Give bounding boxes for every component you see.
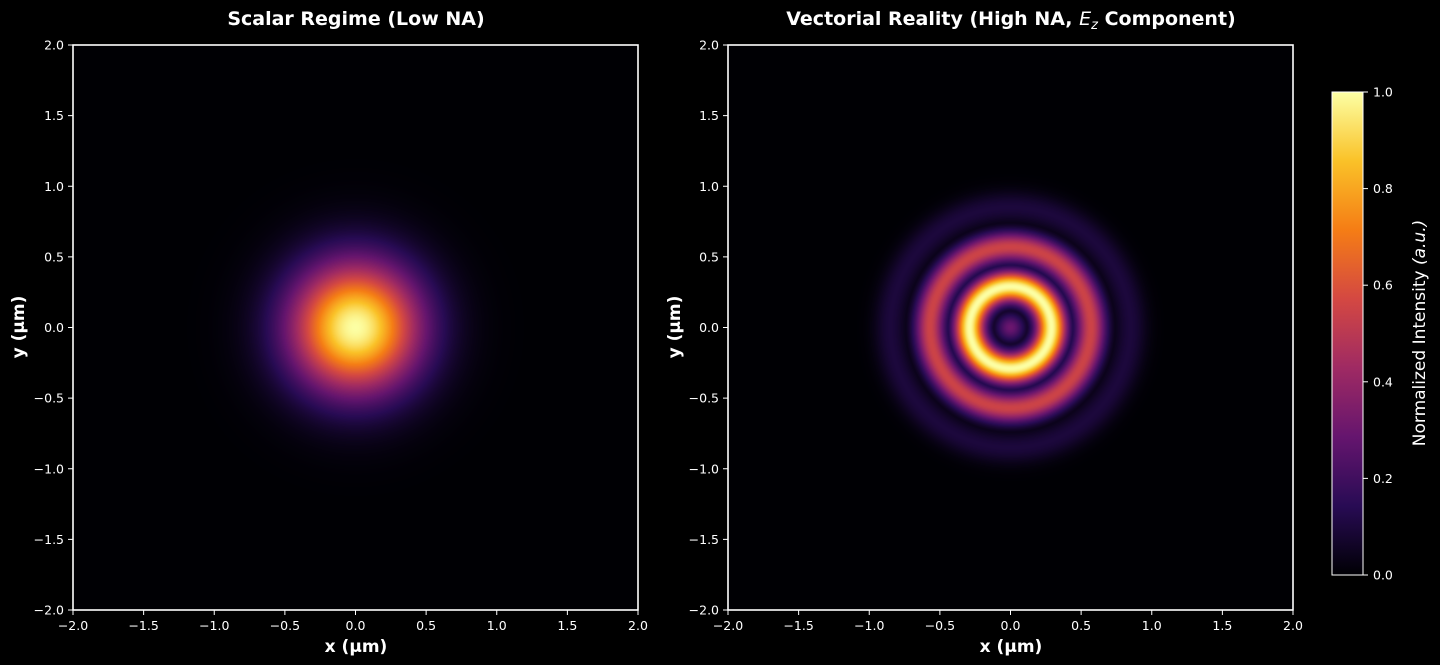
- vectorial-title-e: E: [1079, 8, 1091, 30]
- scalar-ytick-label: 1.0: [44, 179, 64, 194]
- scalar-heatmap: [73, 45, 638, 610]
- scalar-ytick-label: 2.0: [44, 38, 64, 53]
- vectorial-ylabel: y (μm): [665, 296, 685, 359]
- vectorial-ytick-label: 0.0: [699, 320, 719, 335]
- scalar-ytick-label: −1.5: [34, 532, 64, 547]
- vectorial-xtick-label: −0.5: [925, 618, 955, 633]
- colorbar: 0.0 0.2 0.4 0.6 0.8 1.0 Normalized Intensity …: [1331, 85, 1430, 583]
- colorbar-tick-label: 0.4: [1373, 374, 1393, 389]
- scalar-xtick-label: −1.5: [128, 618, 158, 633]
- scalar-ylabel: y (μm): [9, 296, 29, 359]
- vectorial-xtick-label: −2.0: [713, 618, 743, 633]
- scalar-xtick-label: 0.0: [346, 618, 366, 633]
- colorbar-frame: [1331, 91, 1364, 576]
- vectorial-ytick-label: 1.5: [699, 108, 719, 123]
- vectorial-xtick-label: −1.0: [854, 618, 884, 633]
- colorbar-tick-label: 0.0: [1373, 568, 1393, 583]
- colorbar-label: Normalized Intensity (a.u.): [1410, 220, 1430, 446]
- scalar-ytick-label: −0.5: [34, 391, 64, 406]
- scalar-xtick-label: 1.5: [557, 618, 577, 633]
- colorbar-tick-label: 0.6: [1373, 278, 1393, 293]
- vectorial-ytick-label: −1.0: [689, 461, 719, 476]
- scalar-ytick-label: −1.0: [34, 461, 64, 476]
- vectorial-panel: Vectorial Reality (High NA, Ez Component…: [665, 8, 1303, 657]
- colorbar-tick-label: 0.2: [1373, 471, 1393, 486]
- colorbar-tick-label: 0.8: [1373, 181, 1393, 196]
- vectorial-title-part-2: Component): [1098, 8, 1236, 30]
- colorbar-label-text: Normalized Intensity: [1410, 270, 1430, 446]
- vectorial-ytick-label: 2.0: [699, 38, 719, 53]
- colorbar-tick-label: 1.0: [1373, 85, 1393, 100]
- scalar-ytick-label: −2.0: [34, 603, 64, 618]
- scalar-ytick-label: 0.0: [44, 320, 64, 335]
- scalar-xtick-label: −1.0: [199, 618, 229, 633]
- scalar-heatmap-wrapper: [73, 45, 638, 610]
- vectorial-ytick-label: 1.0: [699, 179, 719, 194]
- scalar-xtick-label: 2.0: [628, 618, 648, 633]
- vectorial-title-part-1: Vectorial Reality (High NA,: [786, 8, 1079, 30]
- vectorial-ytick-label: −0.5: [689, 391, 719, 406]
- vectorial-xtick-label: 0.5: [1071, 618, 1091, 633]
- scalar-panel: Scalar Regime (Low NA) −2.0 −1.5 −1.0 −0.5 0…: [9, 8, 648, 657]
- scalar-xtick-label: 0.5: [416, 618, 436, 633]
- scalar-xtick-label: 1.0: [487, 618, 507, 633]
- scalar-title: Scalar Regime (Low NA): [227, 8, 484, 30]
- vectorial-ticks: −2.0 −1.5 −1.0 −0.5 0.0 0.5 1.0 1.5 2.0 −2.0 −1.5 −…: [689, 38, 1303, 634]
- vectorial-xtick-label: −1.5: [783, 618, 813, 633]
- vectorial-title-z: z: [1090, 18, 1099, 33]
- vectorial-xlabel: x (μm): [980, 637, 1043, 657]
- vectorial-ytick-label: −2.0: [689, 603, 719, 618]
- scalar-xlabel: x (μm): [325, 637, 388, 657]
- vectorial-heatmap: [728, 45, 1293, 610]
- colorbar-label-unit: (a.u.): [1410, 220, 1430, 265]
- vectorial-title: Vectorial Reality (High NA, Ez Component…: [786, 8, 1235, 33]
- scalar-ytick-label: 0.5: [44, 249, 64, 264]
- colorbar-gradient: [1332, 92, 1363, 575]
- vectorial-xtick-label: 1.0: [1142, 618, 1162, 633]
- vectorial-xtick-label: 0.0: [1001, 618, 1021, 633]
- vectorial-ytick-label: 0.5: [699, 249, 719, 264]
- scalar-ticks: −2.0 −1.5 −1.0 −0.5 0.0 0.5 1.0 1.5 2.0 −2.0 −1.5 −…: [34, 38, 648, 634]
- vectorial-ytick-label: −1.5: [689, 532, 719, 547]
- scalar-xtick-label: −2.0: [58, 618, 88, 633]
- vectorial-xtick-label: 1.5: [1212, 618, 1232, 633]
- vectorial-xtick-label: 2.0: [1283, 618, 1303, 633]
- scalar-ytick-label: 1.5: [44, 108, 64, 123]
- vectorial-heatmap-wrapper: [728, 45, 1293, 610]
- scalar-xtick-label: −0.5: [270, 618, 300, 633]
- colorbar-ticks: 0.0 0.2 0.4 0.6 0.8 1.0: [1363, 85, 1393, 583]
